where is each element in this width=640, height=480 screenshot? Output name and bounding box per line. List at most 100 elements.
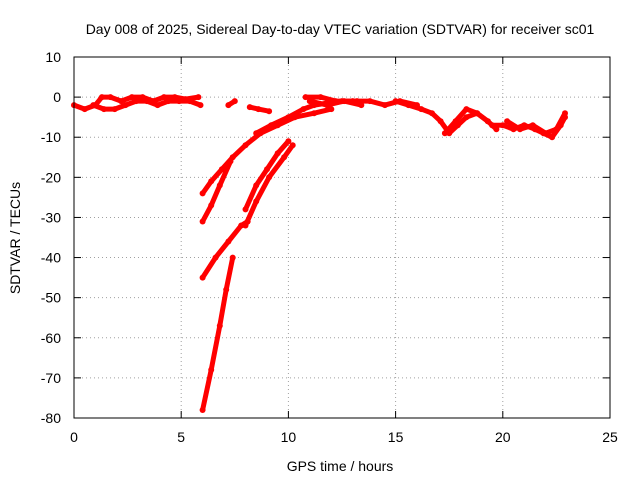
- grid-layer: [74, 57, 610, 418]
- data-point: [143, 98, 150, 105]
- data-point: [311, 110, 318, 117]
- x-tick-label: 15: [388, 429, 404, 445]
- data-point: [328, 106, 335, 113]
- data-point: [306, 98, 313, 105]
- data-point: [553, 126, 560, 133]
- tick-layer: 0 5 10 15 20 25 10 0 -10 -20 -30 -40 -50 -60 -70 -80: [41, 49, 618, 445]
- data-point: [225, 238, 232, 245]
- data-point: [107, 94, 114, 101]
- data-point: [186, 98, 193, 105]
- data-point: [197, 102, 204, 109]
- series-arc-17: [504, 110, 568, 137]
- data-point: [218, 166, 225, 173]
- y-tick-label: -10: [41, 129, 61, 145]
- y-axis-label: SDTVAR / TECUs: [7, 182, 23, 294]
- data-point: [227, 158, 234, 165]
- data-point: [289, 142, 296, 149]
- y-tick-label: -40: [41, 250, 61, 266]
- data-point: [358, 102, 365, 109]
- x-tick-label: 0: [70, 429, 78, 445]
- data-point: [199, 190, 206, 197]
- data-point: [474, 110, 481, 117]
- data-point: [223, 286, 230, 293]
- y-tick-label: -70: [41, 370, 61, 386]
- data-point: [302, 94, 309, 101]
- data-point: [128, 94, 135, 101]
- x-tick-label: 25: [602, 429, 618, 445]
- data-point: [441, 130, 448, 137]
- data-point: [161, 94, 167, 101]
- data-point: [238, 222, 245, 229]
- series-line: [200, 158, 233, 224]
- data-point: [81, 106, 88, 113]
- data-point: [504, 118, 511, 125]
- data-point: [499, 122, 506, 129]
- series-arc-3: [225, 98, 238, 109]
- data-point: [264, 166, 270, 173]
- data-point: [542, 130, 549, 137]
- data-point: [208, 178, 215, 185]
- data-point: [268, 122, 275, 129]
- data-point: [266, 108, 273, 115]
- y-tick-label: 0: [53, 89, 61, 105]
- data-point: [199, 218, 206, 225]
- data-point: [246, 104, 253, 111]
- data-point: [253, 182, 260, 189]
- data-point: [212, 254, 219, 261]
- y-tick-label: -60: [41, 330, 61, 346]
- data-point: [285, 138, 292, 145]
- data-point: [463, 106, 470, 113]
- data-point: [392, 98, 399, 105]
- data-layer: [71, 94, 568, 413]
- data-point: [122, 102, 129, 109]
- data-point: [366, 98, 373, 105]
- data-point: [216, 322, 223, 329]
- data-point: [405, 102, 412, 109]
- data-point: [208, 202, 215, 209]
- data-point: [529, 122, 536, 129]
- data-point: [165, 98, 172, 105]
- data-point: [242, 222, 249, 229]
- data-point: [266, 174, 273, 181]
- data-point: [285, 114, 292, 121]
- data-point: [111, 106, 118, 113]
- series-arc-13: [306, 98, 365, 109]
- data-point: [225, 102, 232, 109]
- data-point: [429, 110, 435, 117]
- data-point: [274, 150, 281, 157]
- data-point: [253, 130, 260, 137]
- data-point: [418, 106, 425, 113]
- y-tick-label: -20: [41, 169, 61, 185]
- x-tick-label: 5: [177, 429, 185, 445]
- data-point: [381, 102, 388, 109]
- data-point: [452, 118, 459, 125]
- data-point: [341, 98, 348, 105]
- chart-title: Day 008 of 2025, Sidereal Day-to-day VTE…: [86, 21, 595, 37]
- series-line: [200, 106, 334, 196]
- data-point: [489, 122, 496, 129]
- data-point: [242, 142, 249, 149]
- series-arc-9: [242, 138, 292, 213]
- series-arc-8: [242, 142, 296, 229]
- data-point: [199, 274, 206, 281]
- data-point: [253, 198, 260, 205]
- data-point: [216, 182, 223, 189]
- data-point: [281, 154, 288, 161]
- plot-border: [73, 56, 611, 419]
- data-point: [463, 114, 470, 121]
- x-tick-label: 10: [281, 429, 297, 445]
- y-tick-label: -80: [41, 410, 61, 426]
- data-point: [195, 94, 202, 101]
- data-point: [549, 134, 556, 141]
- series-arc-6: [199, 158, 234, 225]
- data-point: [208, 366, 215, 373]
- data-point: [176, 98, 183, 105]
- x-tick-label: 20: [495, 429, 511, 445]
- data-point: [98, 94, 105, 101]
- data-point: [324, 102, 330, 109]
- data-point: [229, 254, 236, 261]
- x-axis-label: GPS time / hours: [287, 458, 394, 474]
- data-point: [517, 126, 523, 133]
